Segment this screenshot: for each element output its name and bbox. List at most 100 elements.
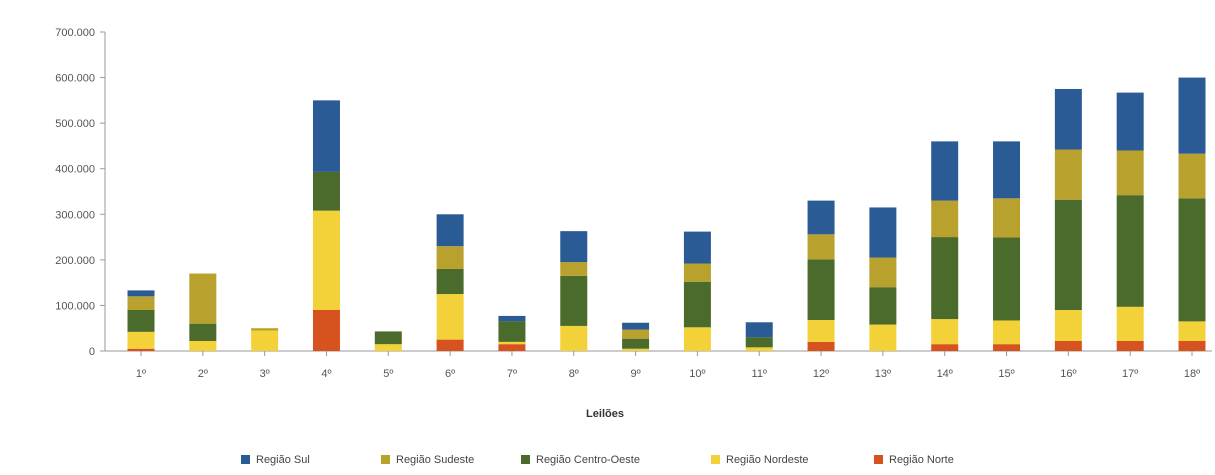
x-tick-label: 15º [998,368,1014,380]
bar-segment [993,237,1021,321]
bar-segment [683,327,711,351]
y-tick-label: 0 [89,346,95,358]
bar-segment [560,262,588,276]
bar-segment [622,329,650,339]
bar-segment [683,263,711,282]
bar-segment [931,344,959,351]
bar-segment [745,322,773,338]
x-tick-label: 2º [198,368,208,380]
bar-segment [436,268,464,295]
x-tick-label: 9º [631,368,641,380]
bar-segment [560,231,588,263]
bar-segment [312,309,340,351]
x-tick-label: 17º [1122,368,1138,380]
x-tick-label: 18º [1184,368,1200,380]
bar-segment [436,214,464,247]
bar-segment [745,347,773,351]
x-axis: 1º 2º 3º 4º 5º 6º 7º 8º 9º 10º 11º 12º 13º 14º 15º 16º 1… [105,350,1212,380]
bar-segment [312,171,340,211]
legend: Região Sul Região Sudeste Região Centro-Oe… [241,454,954,466]
x-tick-label: 7º [507,368,517,380]
bar-segment [931,200,959,238]
legend-label: Região Sudeste [396,454,474,466]
y-axis: 0 100.000 200.000 300.000 400.000 500.000 600.… [55,27,106,358]
bar-segment [993,344,1021,351]
x-tick-label: 3º [260,368,270,380]
bar-segment [127,296,155,310]
bar-segment [683,281,711,328]
y-tick-label: 500.000 [55,118,95,130]
bar-segment [251,328,279,331]
bar-segment [1116,306,1144,341]
bar-segment [560,325,588,351]
x-axis-title: Leilões [586,408,624,420]
x-tick-label: 13º [875,368,891,380]
bar-segment [993,198,1021,238]
bar-segment [931,141,959,201]
bar-segment [1178,153,1206,199]
bar-segment [931,319,959,345]
bar-segment [807,200,835,235]
bar-segment [1178,198,1206,322]
bar-segment [251,330,279,351]
bar-segment [622,348,650,351]
bar-segment [127,331,155,349]
y-tick-label: 600.000 [55,73,95,85]
y-tick-label: 200.000 [55,255,95,267]
bar-segment [1116,195,1144,307]
legend-label: Região Norte [889,454,954,466]
bar-segment [1116,150,1144,196]
y-tick-label: 100.000 [55,300,95,312]
legend-label: Região Centro-Oeste [536,454,640,466]
x-tick-label: 14º [937,368,953,380]
legend-swatch [381,455,390,464]
bar-segment [807,320,835,342]
bar-segment [498,315,526,322]
legend-swatch [874,455,883,464]
legend-swatch [711,455,720,464]
bar-segment [807,259,835,321]
bar-segment [312,210,340,310]
bar-segment [127,348,155,351]
bar-segment [1054,309,1082,341]
bar-segment [436,294,464,340]
bar-segment [807,341,835,351]
bar-segment [1054,340,1082,351]
bar-segment [1054,88,1082,150]
bar-segment [869,287,897,325]
bar-segment [807,234,835,260]
x-tick-label: 10º [689,368,705,380]
x-tick-label: 8º [569,368,579,380]
bar-segment [374,344,402,351]
bar-segment [683,231,711,264]
bar-segment [869,257,897,288]
bar-segment [931,237,959,320]
x-tick-label: 11º [752,368,767,380]
bar-segment [1116,92,1144,151]
bar-segment [436,246,464,269]
bar-segment [1054,149,1082,200]
y-tick-label: 700.000 [55,27,95,39]
y-tick-label: 300.000 [55,209,95,221]
bar-segment [374,331,402,345]
bar-segment [745,337,773,348]
bar-segment [189,340,217,351]
bar-segment [498,341,526,345]
bar-segment [498,321,526,342]
bar-segment [1178,77,1206,154]
bar-segment [622,322,650,330]
bar-segment [1116,340,1144,351]
bar-segment [312,100,340,172]
bar-segment [869,207,897,258]
x-tick-label: 16º [1060,368,1076,380]
legend-label: Região Sul [256,454,310,466]
bar-segment [622,338,650,349]
bar-segment [560,275,588,326]
bar-segment [869,324,897,351]
bar-segment [498,344,526,351]
y-tick-label: 400.000 [55,164,95,176]
x-tick-label: 12º [813,368,829,380]
x-tick-label: 1º [136,368,146,380]
bar-segment [127,309,155,332]
